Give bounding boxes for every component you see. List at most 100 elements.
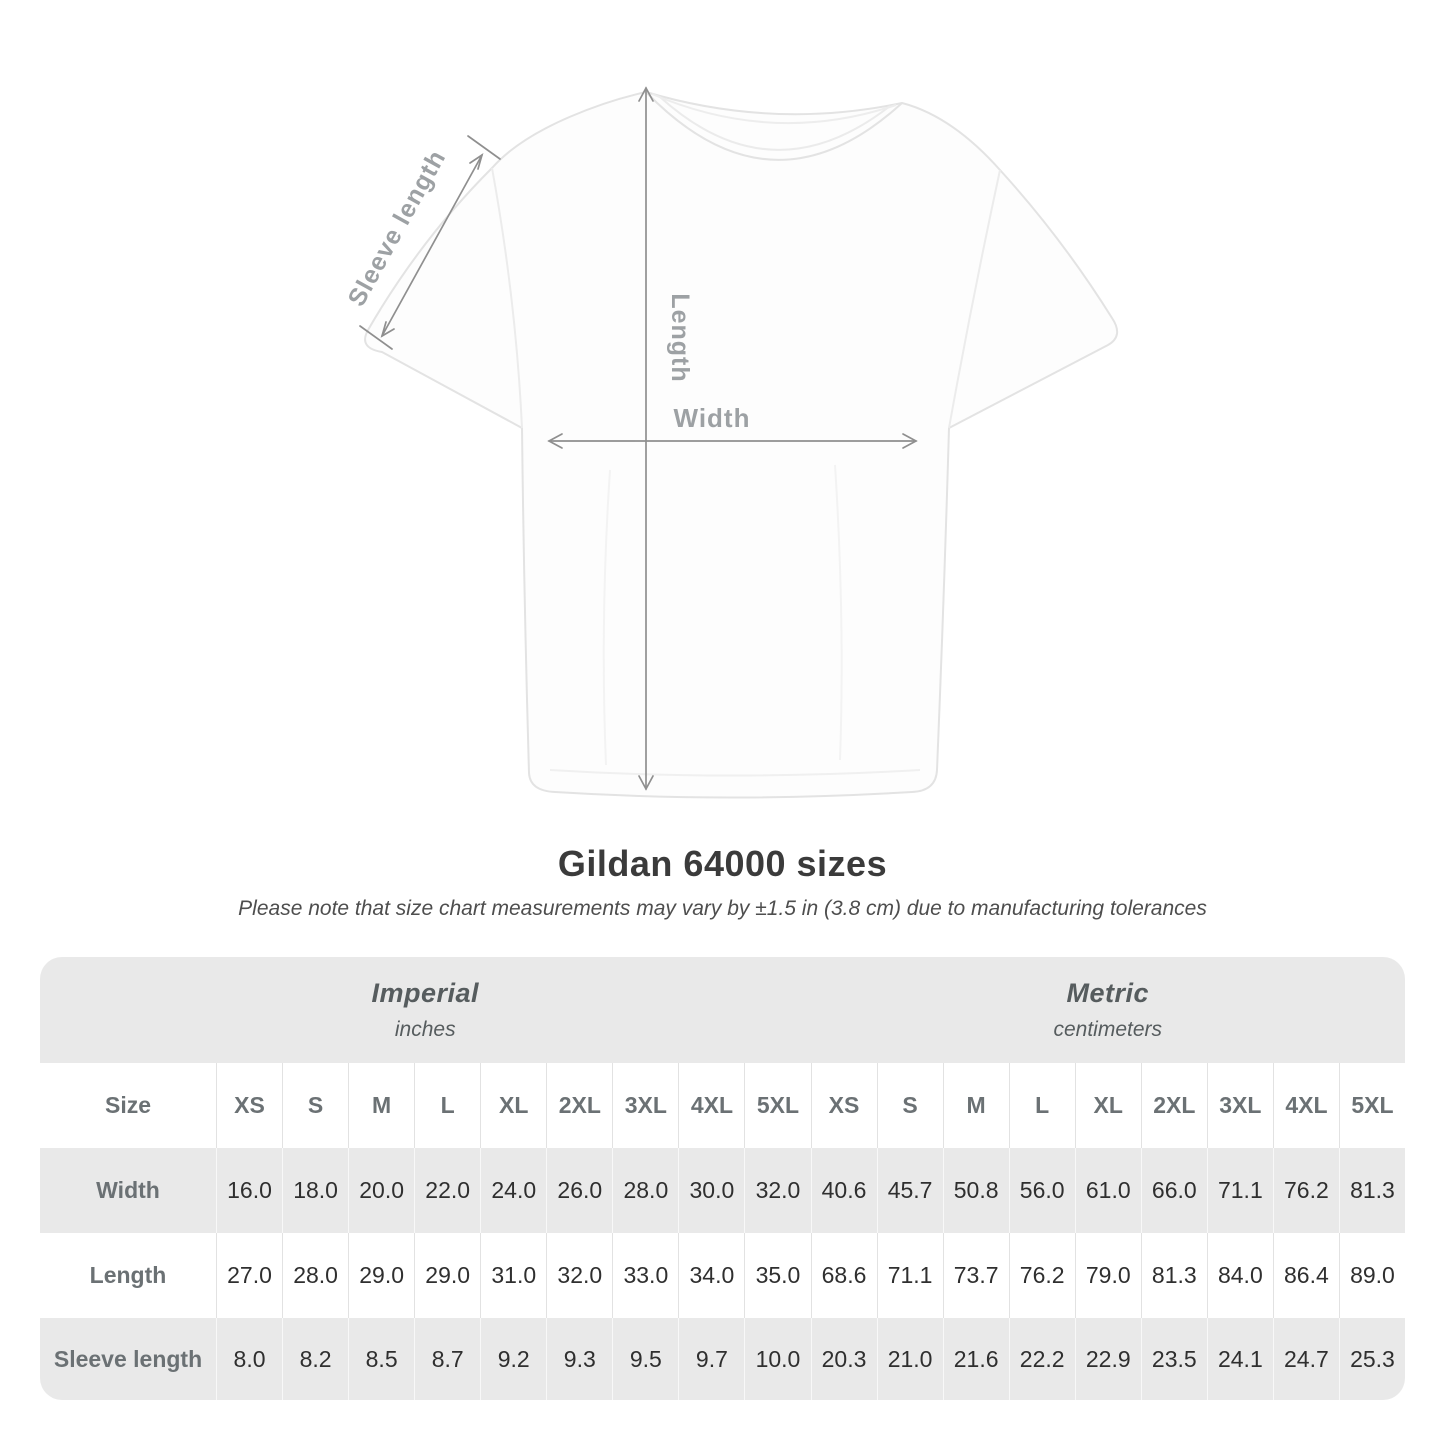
value-cell: 24.0 (480, 1148, 547, 1233)
value-cell: 29.0 (414, 1233, 481, 1318)
value-cell: 71.1 (1206, 1148, 1273, 1233)
metric-header-group: Metric centimeters (810, 957, 1405, 1063)
sleeve-extension-tick-top (467, 135, 501, 160)
tshirt-left-sleeve-seam (491, 167, 523, 429)
value-cell: 86.4 (1272, 1233, 1339, 1318)
value-cell: 73.7 (942, 1233, 1009, 1318)
size-header-imperial-3xl: 3XL (612, 1063, 679, 1148)
size-header-imperial-s: S (282, 1063, 349, 1148)
value-cell: 24.1 (1206, 1318, 1273, 1400)
sleeve-arrowhead-bottom (380, 321, 395, 338)
value-cell: 66.0 (1140, 1148, 1207, 1233)
tshirt-hem-stitch (549, 769, 921, 777)
tshirt-right-sleeve-seam (948, 169, 1001, 429)
size-header-imperial-l: L (414, 1063, 481, 1148)
value-cell: 30.0 (678, 1148, 745, 1233)
value-cell: 45.7 (876, 1148, 943, 1233)
value-cell: 28.0 (282, 1233, 349, 1318)
tshirt-collar-outer (645, 91, 903, 161)
value-cell: 18.0 (282, 1148, 349, 1233)
row-label-width: Width (40, 1148, 216, 1233)
value-cell: 10.0 (744, 1318, 811, 1400)
value-cell: 8.7 (414, 1318, 481, 1400)
size-header-imperial-5xl: 5XL (744, 1063, 811, 1148)
sleeve-arrow (381, 154, 483, 337)
size-column-header: Size (40, 1063, 216, 1148)
value-cell: 24.7 (1272, 1318, 1339, 1400)
value-cell: 56.0 (1008, 1148, 1075, 1233)
tolerance-note: Please note that size chart measurements… (238, 897, 1207, 920)
value-cell: 8.2 (282, 1318, 349, 1400)
value-cell: 23.5 (1140, 1318, 1207, 1400)
value-cell: 76.2 (1008, 1233, 1075, 1318)
value-cell: 35.0 (744, 1233, 811, 1318)
row-label-sleeve-length: Sleeve length (40, 1318, 216, 1400)
value-cell: 79.0 (1074, 1233, 1141, 1318)
metric-label: Metric (1066, 978, 1150, 1008)
size-header-metric-5xl: 5XL (1338, 1063, 1405, 1148)
size-header-imperial-2xl: 2XL (546, 1063, 613, 1148)
size-header-metric-m: M (942, 1063, 1009, 1148)
width-arrowhead-right (902, 433, 918, 449)
size-header-metric-2xl: 2XL (1140, 1063, 1207, 1148)
imperial-header-group: Imperial inches (40, 957, 811, 1063)
length-arrowhead-top (638, 86, 654, 102)
value-cell: 84.0 (1206, 1233, 1273, 1318)
value-cell: 28.0 (612, 1148, 679, 1233)
width-label: Width (674, 403, 751, 433)
value-cell: 34.0 (678, 1233, 745, 1318)
value-cell: 8.0 (216, 1318, 283, 1400)
imperial-label: Imperial (371, 978, 480, 1008)
value-cell: 32.0 (744, 1148, 811, 1233)
size-header-metric-3xl: 3XL (1206, 1063, 1273, 1148)
length-label: Length (666, 293, 694, 382)
size-header-imperial-xs: XS (216, 1063, 283, 1148)
metric-unit-label: centimeters (1053, 1018, 1163, 1041)
sleeve-arrowhead-top (469, 153, 484, 170)
value-cell: 71.1 (876, 1233, 943, 1318)
size-header-metric-l: L (1008, 1063, 1075, 1148)
tshirt-body (364, 91, 1119, 799)
value-cell: 27.0 (216, 1233, 283, 1318)
value-cell: 9.3 (546, 1318, 613, 1400)
value-cell: 21.6 (942, 1318, 1009, 1400)
value-cell: 32.0 (546, 1233, 613, 1318)
value-cell: 22.0 (414, 1148, 481, 1233)
value-cell: 29.0 (348, 1233, 415, 1318)
size-header-metric-s: S (876, 1063, 943, 1148)
value-cell: 68.6 (810, 1233, 877, 1318)
value-cell: 31.0 (480, 1233, 547, 1318)
sleeve-extension-tick-bottom (359, 325, 393, 350)
value-cell: 9.7 (678, 1318, 745, 1400)
width-arrowhead-left (547, 433, 563, 449)
value-cell: 50.8 (942, 1148, 1009, 1233)
tshirt-fold-right (834, 464, 843, 761)
value-cell: 9.5 (612, 1318, 679, 1400)
value-cell: 26.0 (546, 1148, 613, 1233)
row-label-length: Length (40, 1233, 216, 1318)
size-header-metric-4xl: 4XL (1272, 1063, 1339, 1148)
value-cell: 21.0 (876, 1318, 943, 1400)
size-header-metric-xl: XL (1074, 1063, 1141, 1148)
size-table: Imperial inches Metric centimeters Size X… (40, 957, 1405, 1400)
value-cell: 25.3 (1338, 1318, 1405, 1400)
size-header-metric-xs: XS (810, 1063, 877, 1148)
page-title: Gildan 64000 sizes (557, 843, 888, 884)
value-cell: 9.2 (480, 1318, 547, 1400)
value-cell: 20.3 (810, 1318, 877, 1400)
value-cell: 8.5 (348, 1318, 415, 1400)
value-cell: 22.2 (1008, 1318, 1075, 1400)
imperial-unit-label: inches (394, 1018, 456, 1041)
value-cell: 81.3 (1140, 1233, 1207, 1318)
size-header-imperial-xl: XL (480, 1063, 547, 1148)
tshirt-measurement-diagram: Sleeve length Length Width (343, 86, 1119, 799)
value-cell: 22.9 (1074, 1318, 1141, 1400)
value-cell: 61.0 (1074, 1148, 1141, 1233)
tshirt-fold-left (602, 469, 611, 766)
value-cell: 20.0 (348, 1148, 415, 1233)
value-cell: 89.0 (1338, 1233, 1405, 1318)
size-header-imperial-4xl: 4XL (678, 1063, 745, 1148)
value-cell: 33.0 (612, 1233, 679, 1318)
tshirt-collar-inner (659, 96, 891, 151)
